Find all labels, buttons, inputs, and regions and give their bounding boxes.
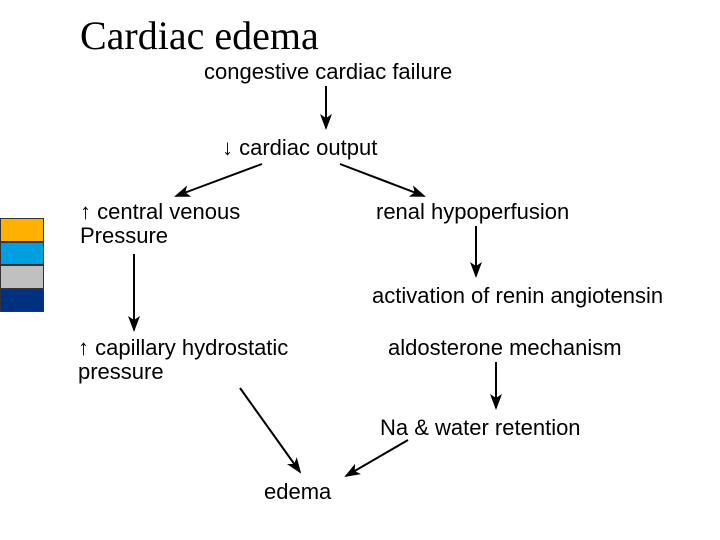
node-aldo: aldosterone mechanism [388,336,622,360]
node-renal: renal hypoperfusion [376,200,569,224]
node-na: Na & water retention [380,416,581,440]
node-raa: activation of renin angiotensin [372,284,663,308]
decorative-sidebar [0,218,44,312]
sidebar-square-2 [0,242,44,266]
node-ccf: congestive cardiac failure [204,60,452,84]
node-co: ↓ cardiac output [222,136,377,160]
sidebar-square-4 [0,289,44,313]
node-cvp: ↑ central venous Pressure [80,200,240,248]
sidebar-square-3 [0,265,44,289]
page-title: Cardiac edema [80,12,319,59]
node-edema: edema [264,480,331,504]
sidebar-square-1 [0,218,44,242]
node-chp: ↑ capillary hydrostatic pressure [78,336,288,384]
